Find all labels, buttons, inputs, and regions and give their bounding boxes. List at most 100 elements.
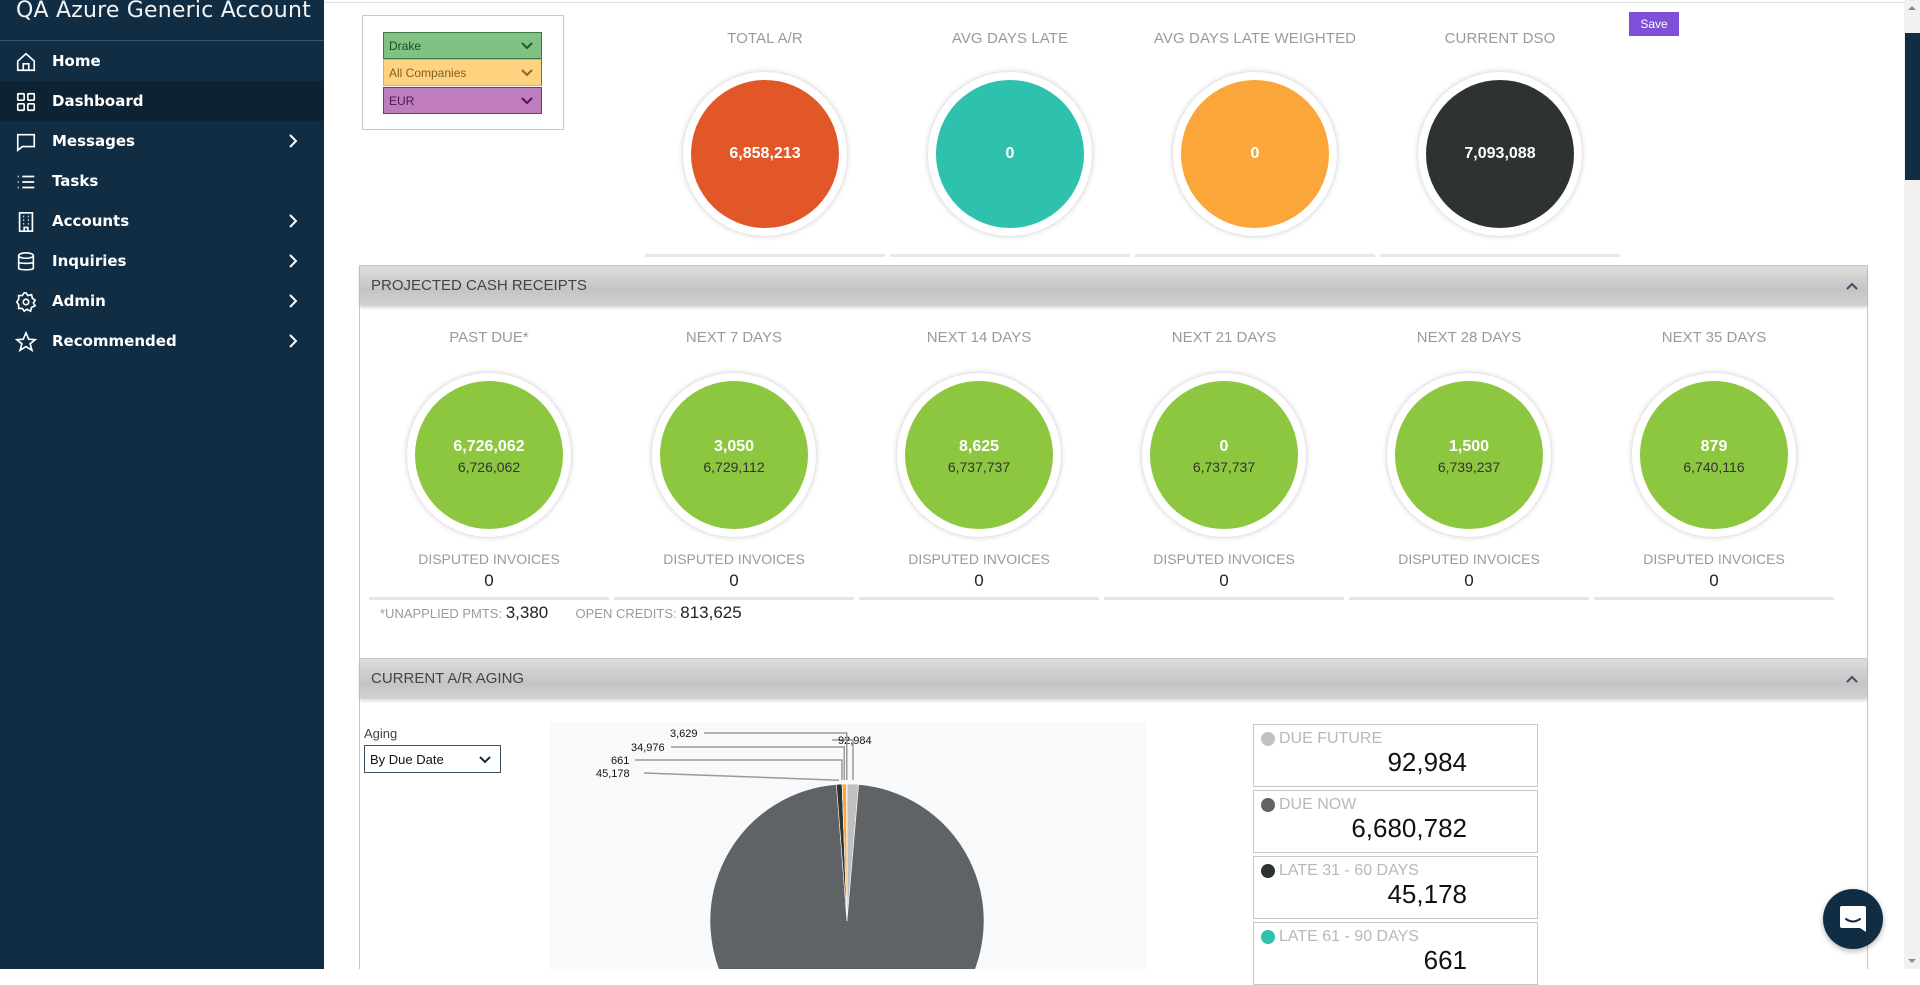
kpi-label: TOTAL A/R xyxy=(645,30,885,50)
period-cumulative: 6,726,062 xyxy=(458,459,520,475)
star-icon xyxy=(15,331,37,353)
kpi-value: 6,858,213 xyxy=(691,80,839,228)
sidebar-item-messages[interactable]: Messages xyxy=(0,121,324,161)
period-amount: 3,050 xyxy=(714,438,754,456)
disputed-label: DISPUTED INVOICES xyxy=(1349,551,1589,567)
sidebar-item-label: Home xyxy=(52,52,101,70)
currency-value: EUR xyxy=(389,94,414,108)
legend-label: LATE 31 - 60 DAYS xyxy=(1279,862,1419,880)
disputed-label: DISPUTED INVOICES xyxy=(614,551,854,567)
scroll-thumb[interactable] xyxy=(1905,33,1920,180)
period-divider xyxy=(369,597,609,600)
home-icon xyxy=(15,51,37,73)
company-value: All Companies xyxy=(389,66,466,80)
period-ring[interactable]: 0 6,737,737 xyxy=(1142,373,1306,537)
sidebar-item-label: Accounts xyxy=(52,212,129,230)
salesperson-select[interactable]: Drake xyxy=(383,32,542,59)
chevron-up-icon[interactable] xyxy=(1845,672,1859,684)
period-disc: 1,500 6,739,237 xyxy=(1395,381,1543,529)
period-label: NEXT 35 DAYS xyxy=(1594,329,1834,349)
disputed-value: 0 xyxy=(1594,571,1834,591)
sidebar-item-accounts[interactable]: Accounts xyxy=(0,201,324,241)
sidebar-item-inquiries[interactable]: Inquiries xyxy=(0,241,324,281)
unapplied-label: *UNAPPLIED PMTS: xyxy=(380,606,502,621)
pie-data-label: 92,984 xyxy=(838,735,872,747)
legend-due-future[interactable]: DUE FUTURE 92,984 xyxy=(1253,724,1538,787)
message-icon xyxy=(15,131,37,153)
legend-late-61-90[interactable]: LATE 61 - 90 DAYS 661 xyxy=(1253,922,1538,985)
period-amount: 6,726,062 xyxy=(453,438,524,456)
chevron-up-icon[interactable] xyxy=(1845,279,1859,291)
kpi-divider xyxy=(1380,254,1620,257)
period-ring[interactable]: 8,625 6,737,737 xyxy=(897,373,1061,537)
section-header[interactable]: CURRENT A/R AGING xyxy=(360,659,1867,699)
period-label: PAST DUE* xyxy=(369,329,609,349)
period-amount: 8,625 xyxy=(959,438,999,456)
legend-label: DUE NOW xyxy=(1279,796,1356,814)
kpi-ring[interactable]: 0 xyxy=(1173,72,1337,236)
open-credits-label: OPEN CREDITS: xyxy=(576,606,677,621)
sidebar-item-tasks[interactable]: Tasks xyxy=(0,161,324,201)
period-divider xyxy=(859,597,1099,600)
app-title: QA Azure Generic Account xyxy=(16,0,311,23)
period-ring[interactable]: 6,726,062 6,726,062 xyxy=(407,373,571,537)
kpi-divider xyxy=(890,254,1130,257)
sidebar-item-dashboard[interactable]: Dashboard xyxy=(0,81,324,121)
scroll-down-arrow[interactable] xyxy=(1904,953,1920,969)
disputed-value: 0 xyxy=(1349,571,1589,591)
aging-select-label: Aging xyxy=(364,726,397,741)
period-divider xyxy=(614,597,854,600)
disputed-value: 0 xyxy=(1104,571,1344,591)
period-label: NEXT 14 DAYS xyxy=(859,329,1099,349)
scroll-up-arrow[interactable] xyxy=(1904,0,1920,16)
period-ring[interactable]: 3,050 6,729,112 xyxy=(652,373,816,537)
section-header[interactable]: PROJECTED CASH RECEIPTS xyxy=(360,266,1867,306)
sidebar-item-recommended[interactable]: Recommended xyxy=(0,321,324,361)
period-disc: 3,050 6,729,112 xyxy=(660,381,808,529)
disputed-value: 0 xyxy=(859,571,1099,591)
legend-late-31-60[interactable]: LATE 31 - 60 DAYS 45,178 xyxy=(1253,856,1538,919)
company-select[interactable]: All Companies xyxy=(383,59,542,86)
legend-value: 6,680,782 xyxy=(1351,813,1467,844)
period-cumulative: 6,729,112 xyxy=(703,459,764,475)
period-divider xyxy=(1104,597,1344,600)
period-label: NEXT 21 DAYS xyxy=(1104,329,1344,349)
sidebar-item-label: Dashboard xyxy=(52,92,143,110)
kpi-ring[interactable]: 6,858,213 xyxy=(683,72,847,236)
pie-data-label: 34,976 xyxy=(631,742,665,754)
sidebar-nav: Home Dashboard Messages Tasks Accounts I… xyxy=(0,41,324,361)
sidebar-item-home[interactable]: Home xyxy=(0,41,324,81)
kpi-ring[interactable]: 7,093,088 xyxy=(1418,72,1582,236)
period-cumulative: 6,740,116 xyxy=(1683,459,1744,475)
salesperson-value: Drake xyxy=(389,39,421,53)
chevron-right-icon xyxy=(286,132,300,150)
period-ring[interactable]: 1,500 6,739,237 xyxy=(1387,373,1551,537)
disputed-value: 0 xyxy=(369,571,609,591)
save-button[interactable]: Save xyxy=(1629,12,1679,36)
legend-value: 92,984 xyxy=(1387,747,1467,778)
chat-launcher-button[interactable] xyxy=(1823,889,1883,949)
legend-dot xyxy=(1261,864,1275,878)
legend-due-now[interactable]: DUE NOW 6,680,782 xyxy=(1253,790,1538,853)
period-disc: 0 6,737,737 xyxy=(1150,381,1298,529)
cash-period-next-7: NEXT 7 DAYS 3,050 6,729,112 DISPUTED INV… xyxy=(614,329,854,591)
period-amount: 0 xyxy=(1220,438,1229,456)
aging-select-value: By Due Date xyxy=(370,752,444,767)
pie-leader-line xyxy=(644,773,839,780)
period-label: NEXT 28 DAYS xyxy=(1349,329,1589,349)
period-ring[interactable]: 879 6,740,116 xyxy=(1632,373,1796,537)
period-divider xyxy=(1349,597,1589,600)
vertical-scrollbar[interactable] xyxy=(1904,0,1920,969)
aging-select[interactable]: By Due Date xyxy=(364,745,501,773)
sidebar-item-label: Admin xyxy=(52,292,106,310)
currency-select[interactable]: EUR xyxy=(383,87,542,114)
kpi-divider xyxy=(645,254,885,257)
sidebar-item-admin[interactable]: Admin xyxy=(0,281,324,321)
chevron-right-icon xyxy=(286,252,300,270)
gear-icon xyxy=(15,291,37,313)
kpi-ring[interactable]: 0 xyxy=(928,72,1092,236)
period-disc: 879 6,740,116 xyxy=(1640,381,1788,529)
period-amount: 1,500 xyxy=(1449,438,1489,456)
chevron-down-icon xyxy=(478,754,492,766)
section-title: CURRENT A/R AGING xyxy=(371,670,524,687)
